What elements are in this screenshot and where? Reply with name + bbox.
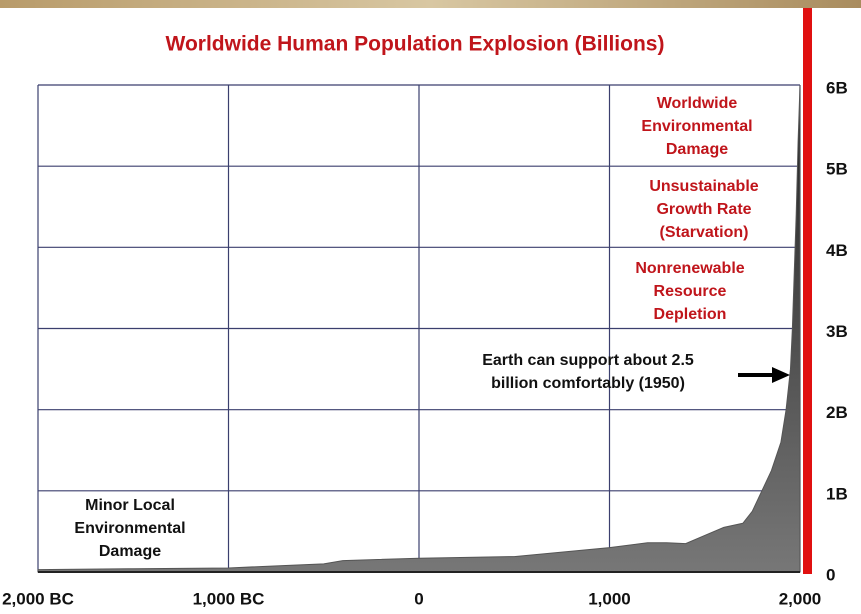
- chart-title: Worldwide Human Population Explosion (Bi…: [166, 33, 665, 56]
- y-tick-label: 6B: [826, 78, 848, 97]
- x-tick-label: 2,000: [779, 589, 822, 608]
- y-tick-label: 0: [826, 565, 835, 584]
- y-tick-label: 5B: [826, 160, 848, 179]
- annotation: Minor Local: [85, 497, 175, 514]
- annotation: (Starvation): [660, 224, 749, 241]
- x-tick-label: 2,000 BC: [2, 589, 74, 608]
- y-tick-label: 1B: [826, 484, 848, 503]
- annotation: Depletion: [654, 306, 727, 323]
- annotation: Damage: [666, 141, 728, 158]
- arrow-head: [772, 367, 790, 383]
- chart: Worldwide Human Population Explosion (Bi…: [0, 0, 861, 614]
- red-bar: [803, 8, 812, 574]
- annotation: Growth Rate: [656, 201, 751, 218]
- annotation: Earth can support about 2.5: [482, 352, 694, 369]
- x-tick-label: 1,000: [588, 589, 631, 608]
- annotation: Worldwide: [657, 95, 738, 112]
- annotation: Unsustainable: [649, 178, 758, 195]
- y-tick-label: 4B: [826, 241, 848, 260]
- annotation: Damage: [99, 543, 161, 560]
- annotation: Resource: [654, 283, 727, 300]
- y-tick-label: 2B: [826, 403, 848, 422]
- annotation: Environmental: [641, 118, 752, 135]
- annotation: Nonrenewable: [635, 260, 744, 277]
- x-tick-label: 0: [414, 589, 423, 608]
- annotation: Environmental: [74, 520, 185, 537]
- top-band: [0, 0, 861, 8]
- annotation: billion comfortably (1950): [491, 375, 685, 392]
- y-tick-label: 3B: [826, 322, 848, 341]
- x-tick-label: 1,000 BC: [193, 589, 265, 608]
